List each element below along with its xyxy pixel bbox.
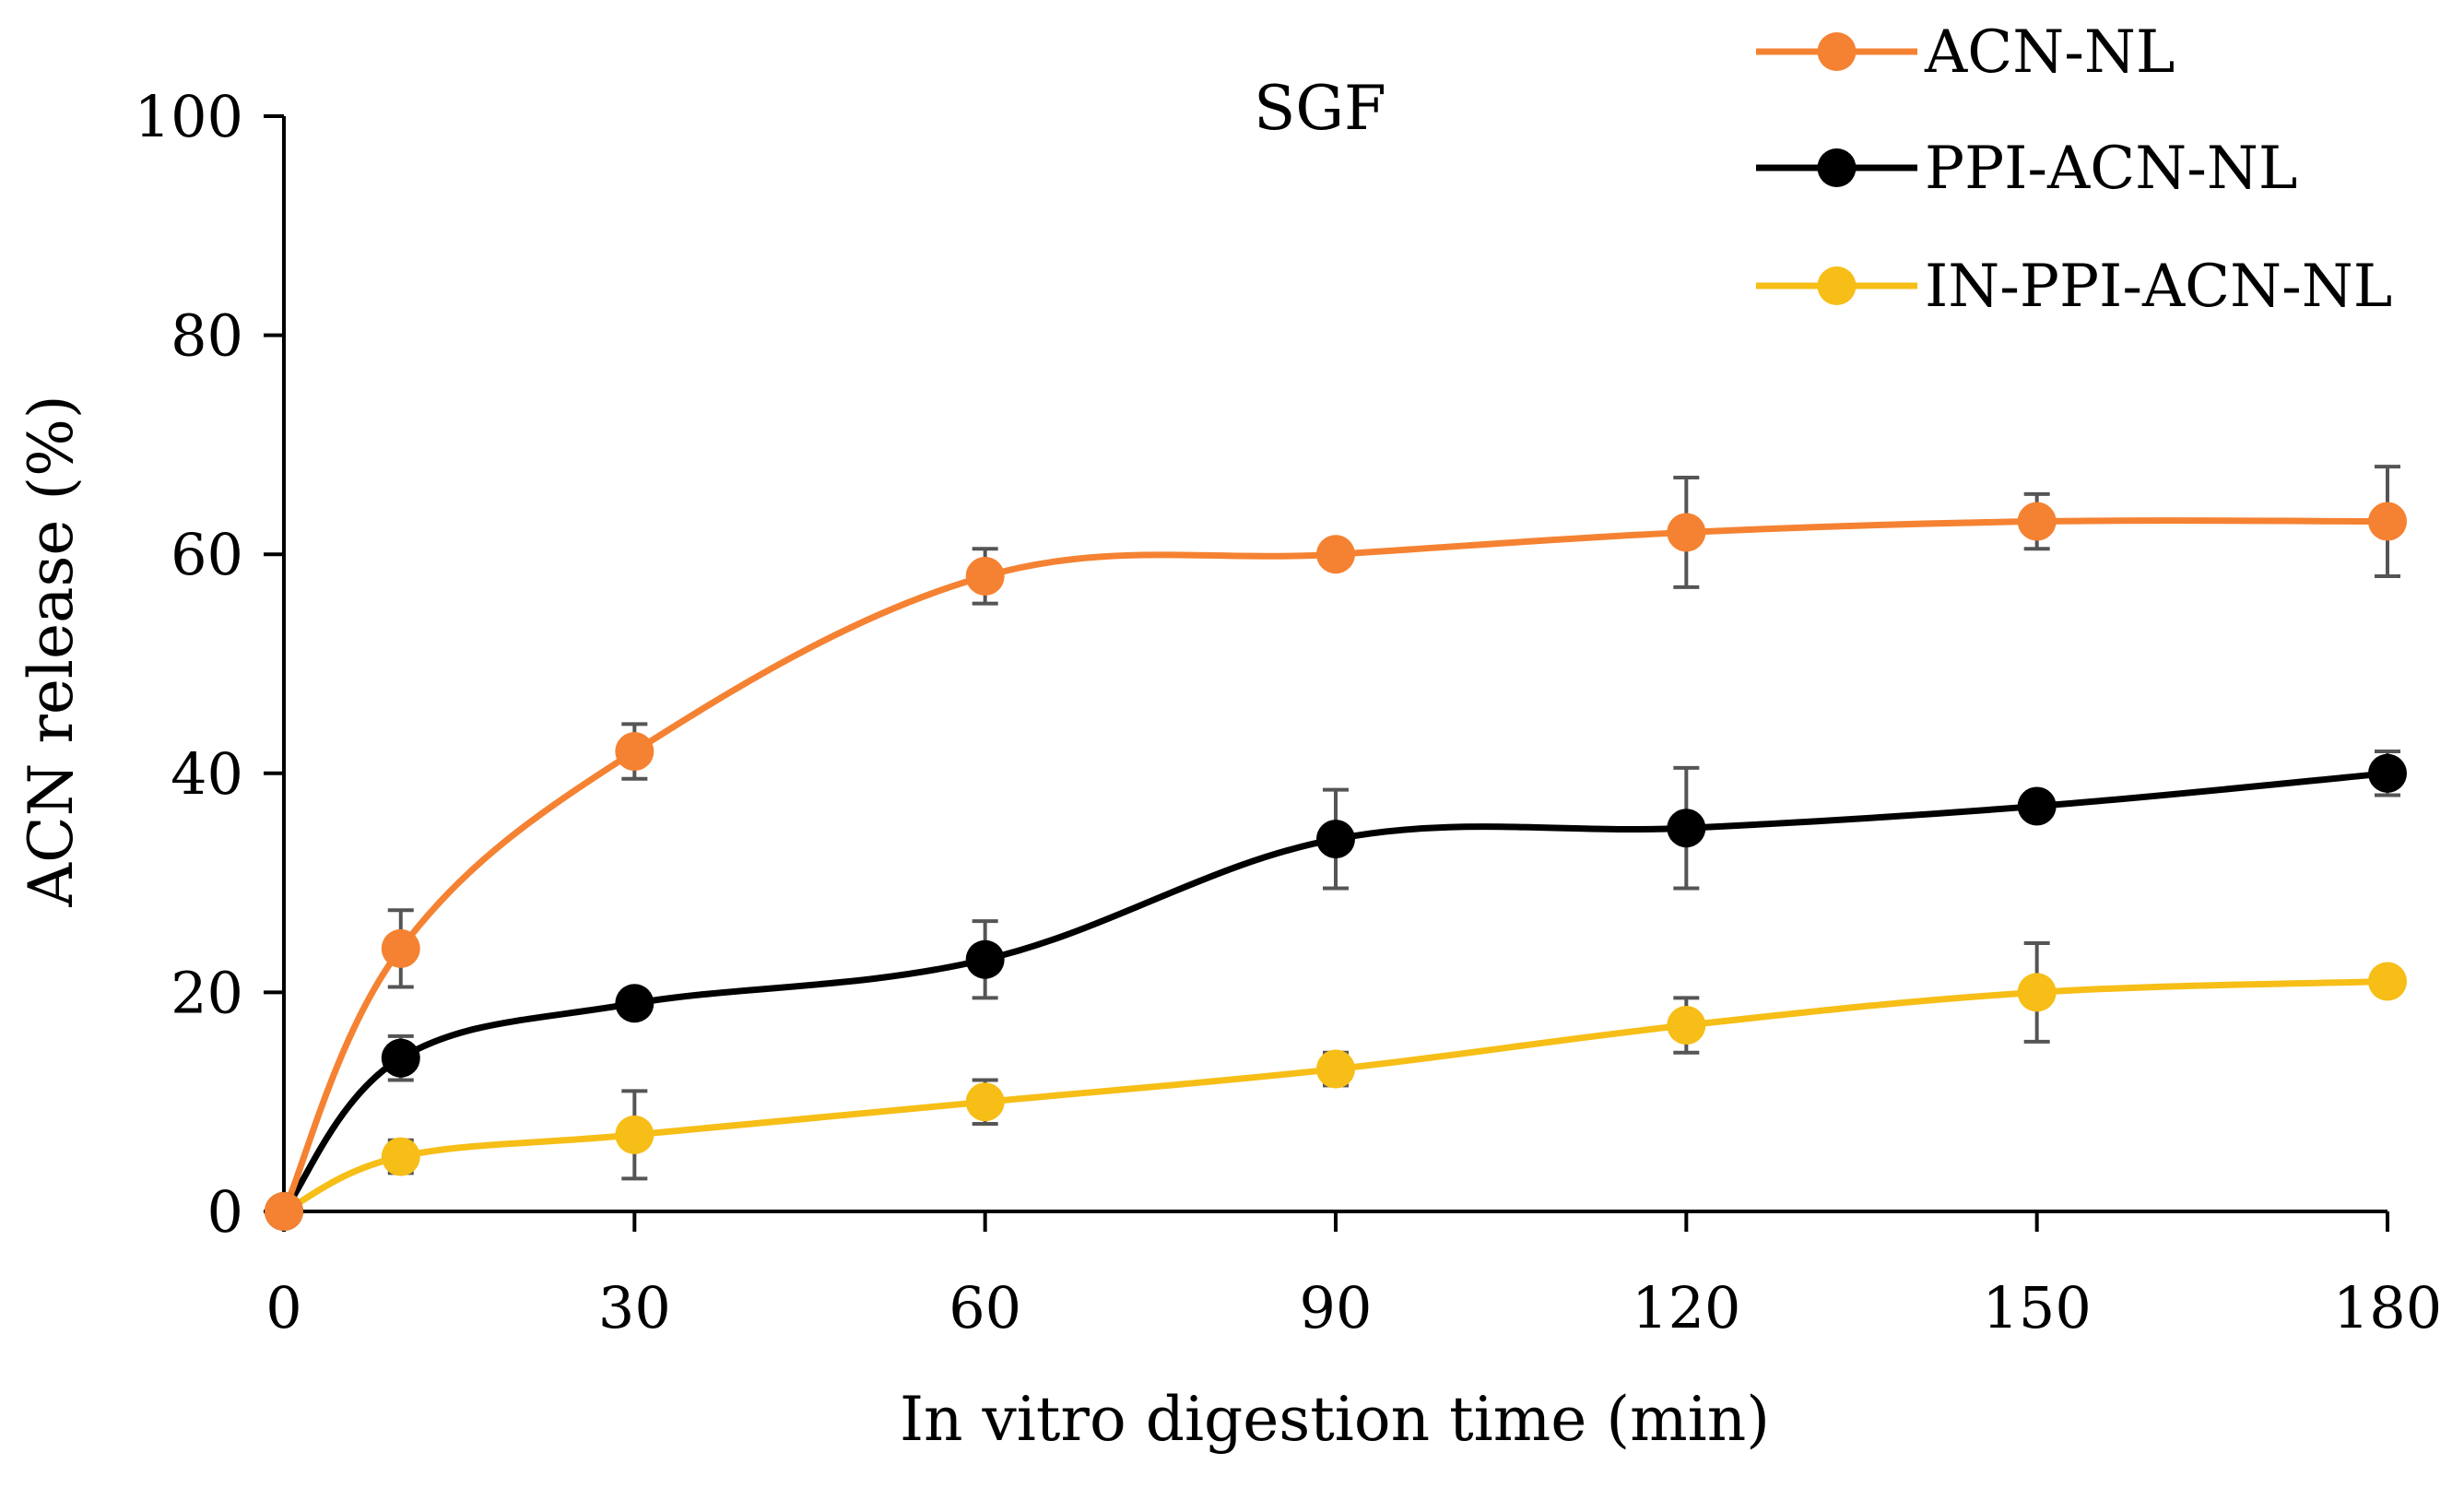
- series-line-ppi-acn-nl: [280, 770, 2391, 1215]
- x-tick-label: 180: [2333, 1274, 2442, 1341]
- data-point-acn-nl: [381, 928, 420, 968]
- x-tick-label: 0: [265, 1274, 301, 1341]
- legend-item-acn-nl: ACN-NL: [1756, 18, 2175, 87]
- data-point-ppi-acn-nl: [965, 939, 1005, 979]
- series-line-acn-nl: [280, 517, 2391, 1215]
- data-point-in-ppi-acn-nl: [381, 1137, 420, 1176]
- series-line-in-ppi-acn-nl: [280, 978, 2391, 1215]
- data-point-in-ppi-acn-nl: [1316, 1049, 1355, 1089]
- data-point-acn-nl: [615, 732, 654, 772]
- legend-marker: [1817, 148, 1857, 187]
- data-point-acn-nl: [1316, 535, 1355, 574]
- legend-label: PPI-ACN-NL: [1925, 135, 2297, 203]
- y-tick-label: 40: [171, 740, 243, 808]
- legend-label: ACN-NL: [1924, 18, 2175, 87]
- legend: ACN-NL PPI-ACN-NL IN-PPI-ACN-NL: [1756, 18, 2392, 321]
- y-tick-label: 60: [171, 521, 243, 588]
- x-tick-label: 60: [949, 1274, 1021, 1341]
- data-point-acn-nl: [965, 556, 1005, 596]
- y-tick-label: 100: [135, 83, 243, 150]
- data-point-in-ppi-acn-nl: [615, 1115, 654, 1154]
- data-point-ppi-acn-nl: [1316, 820, 1355, 859]
- data-point-ppi-acn-nl: [381, 1038, 420, 1078]
- y-tick-label: 0: [207, 1178, 243, 1246]
- x-tick-label: 30: [598, 1274, 671, 1341]
- legend-item-in-ppi-acn-nl: IN-PPI-ACN-NL: [1756, 253, 2392, 321]
- data-point-acn-nl: [265, 1192, 303, 1231]
- data-point-ppi-acn-nl: [2017, 786, 2057, 826]
- legend-label: IN-PPI-ACN-NL: [1925, 253, 2392, 321]
- data-point-in-ppi-acn-nl: [2368, 962, 2407, 1001]
- data-point-acn-nl: [1667, 513, 1706, 552]
- x-tick-label: 90: [1300, 1274, 1373, 1341]
- data-point-ppi-acn-nl: [2368, 753, 2407, 793]
- data-point-in-ppi-acn-nl: [2017, 973, 2057, 1012]
- legend-item-ppi-acn-nl: PPI-ACN-NL: [1756, 135, 2297, 203]
- data-point-ppi-acn-nl: [615, 984, 654, 1023]
- legend-marker: [1817, 266, 1857, 305]
- data-point-ppi-acn-nl: [1667, 809, 1706, 848]
- y-tick-label: 80: [171, 302, 243, 370]
- axes: 0 20 40 60 80 100 0 30 60 90 120 150 180: [135, 83, 2443, 1341]
- y-tick-label: 20: [171, 959, 243, 1026]
- series-markers: [265, 502, 2407, 1231]
- data-point-in-ppi-acn-nl: [965, 1082, 1005, 1122]
- legend-marker: [1817, 32, 1857, 71]
- x-tick-label: 120: [1632, 1274, 1740, 1341]
- data-point-in-ppi-acn-nl: [1667, 1006, 1706, 1045]
- y-axis-title: ACN release (%): [16, 395, 87, 907]
- error-bars: [387, 465, 2400, 1181]
- data-point-acn-nl: [2017, 502, 2057, 541]
- x-axis-title: In vitro digestion time (min): [900, 1384, 1770, 1455]
- chart-title: SGF: [1254, 73, 1386, 144]
- data-point-acn-nl: [2368, 502, 2407, 541]
- x-tick-label: 150: [1982, 1274, 2091, 1341]
